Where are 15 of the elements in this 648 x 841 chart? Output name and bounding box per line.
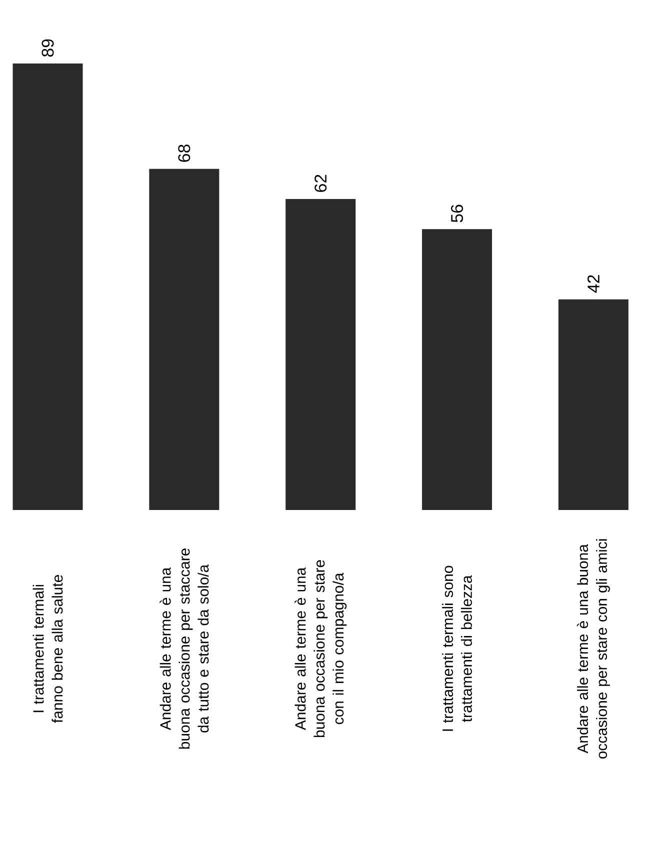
data-label: 62 xyxy=(314,174,327,192)
x-tick-label: I trattamenti termali sono trattamenti di bellezza xyxy=(442,566,472,731)
bar xyxy=(12,64,83,510)
x-tick-label: Andare alle terme è una buona occasione per stare con il mio compagno/a xyxy=(294,560,347,738)
data-label: 56 xyxy=(451,204,464,222)
data-label: 89 xyxy=(42,39,54,57)
bar xyxy=(286,198,356,510)
bar xyxy=(422,229,492,510)
x-tick-label: I trattamenti termali fanno bene alla salute xyxy=(32,575,63,723)
x-tick-label: Andare alle terme è una buona occasione per stare con gli amici xyxy=(576,539,610,759)
x-tick-label: Andare alle terme è una buona occasione per staccare da tutto e stare da solo/a xyxy=(160,548,209,749)
bar xyxy=(558,299,628,510)
bar xyxy=(149,168,220,510)
data-label: 42 xyxy=(588,275,600,293)
data-label: 68 xyxy=(178,144,190,162)
